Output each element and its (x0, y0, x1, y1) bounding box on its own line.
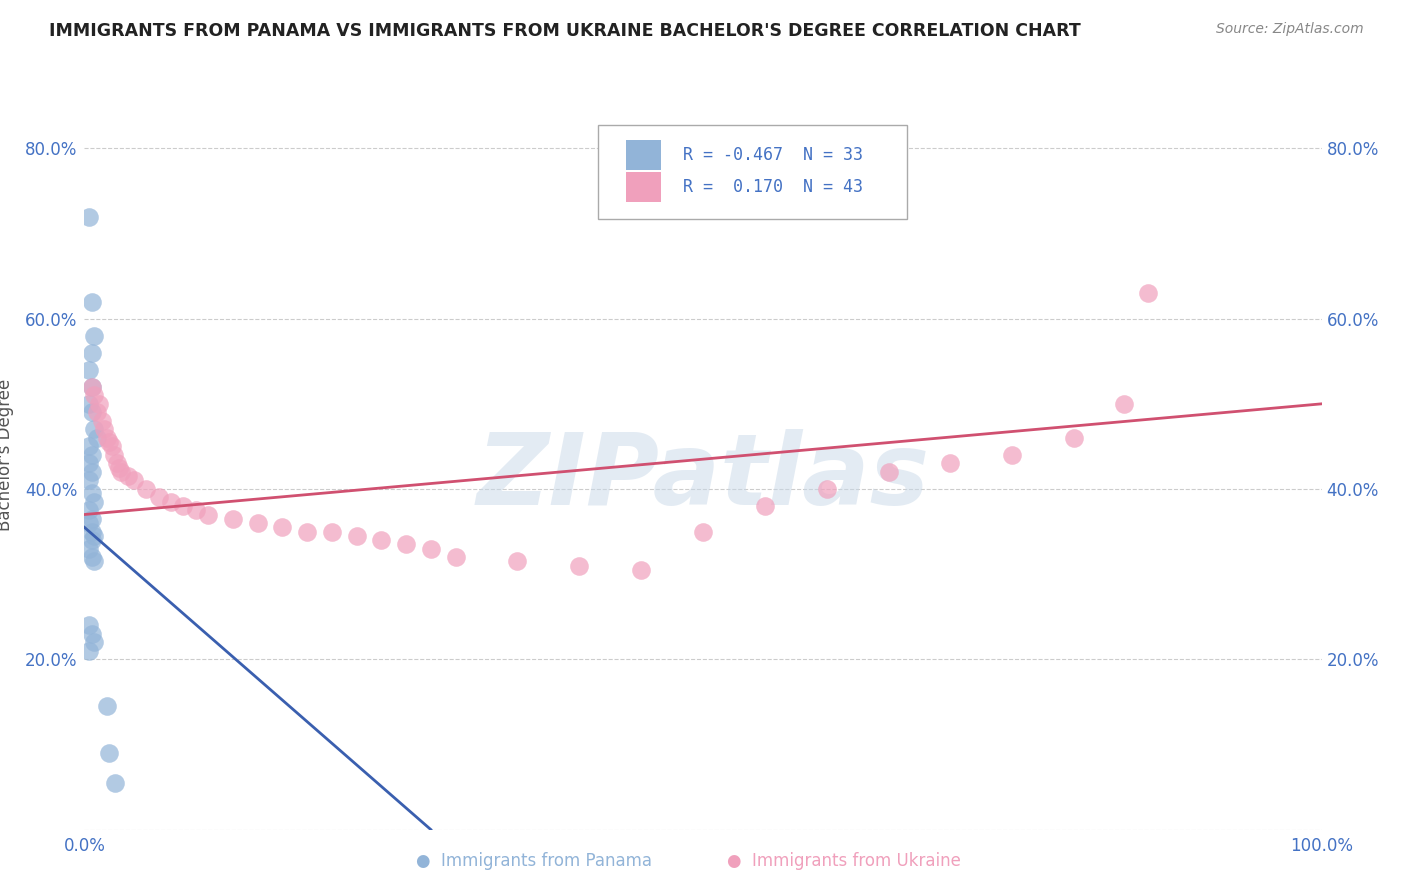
Text: R = -0.467  N = 33: R = -0.467 N = 33 (683, 146, 863, 164)
Point (754, 499, 776, 513)
Point (1001, 448, 1024, 462)
Point (222, 512, 245, 526)
Point (83, 529, 105, 543)
Point (83, 635, 105, 649)
Point (79, 210, 101, 224)
Point (80, 533, 103, 547)
Point (370, 533, 392, 547)
Point (83, 554, 105, 568)
Point (79, 474, 101, 488)
Point (80, 294, 103, 309)
Point (1112, 397, 1135, 411)
Point (79, 457, 101, 471)
Point (877, 465, 900, 479)
Point (135, 482, 157, 496)
Point (79, 516, 101, 530)
Point (80, 405, 103, 419)
Point (395, 537, 418, 551)
Point (86, 431, 108, 445)
Bar (626, 140, 661, 170)
Point (79, 618, 101, 632)
Point (939, 457, 962, 471)
Point (83, 328, 105, 343)
Point (98, 746, 121, 760)
Point (79, 363, 101, 377)
Point (79, 541, 101, 556)
Point (80, 512, 103, 526)
Point (90, 414, 112, 428)
Point (321, 524, 343, 539)
Point (160, 494, 183, 508)
Point (79, 644, 101, 658)
Point (79, 397, 101, 411)
Point (89, 397, 111, 411)
Point (108, 460, 131, 475)
Point (122, 474, 145, 488)
Point (246, 516, 269, 530)
Point (79, 503, 101, 517)
Point (110, 465, 132, 479)
Point (79, 439, 101, 453)
Point (184, 503, 207, 517)
Point (80, 626, 103, 640)
Point (295, 524, 318, 539)
Text: Source: ZipAtlas.com: Source: ZipAtlas.com (1216, 22, 1364, 37)
Point (80, 448, 103, 462)
Point (80, 380, 103, 394)
Point (346, 529, 368, 543)
Text: R =  0.170  N = 43: R = 0.170 N = 43 (683, 178, 863, 196)
Point (419, 541, 441, 556)
Point (83, 422, 105, 436)
Text: ZIPatlas: ZIPatlas (477, 429, 929, 526)
Point (80, 486, 103, 500)
Text: ●  Immigrants from Ukraine: ● Immigrants from Ukraine (727, 852, 960, 870)
Point (104, 776, 127, 790)
Point (80, 380, 103, 394)
Bar (626, 172, 661, 202)
Text: ●  Immigrants from Panama: ● Immigrants from Panama (416, 852, 652, 870)
Point (506, 554, 529, 568)
Point (568, 558, 591, 573)
Point (93, 422, 115, 436)
Point (148, 491, 170, 505)
Point (1137, 286, 1160, 301)
Point (1063, 431, 1085, 445)
Point (96, 431, 118, 445)
Point (80, 550, 103, 565)
Point (692, 524, 714, 539)
Point (86, 405, 108, 419)
Y-axis label: Bachelor's Degree: Bachelor's Degree (0, 379, 14, 531)
Point (444, 550, 467, 565)
Point (80, 345, 103, 359)
Text: IMMIGRANTS FROM PANAMA VS IMMIGRANTS FROM UKRAINE BACHELOR'S DEGREE CORRELATION : IMMIGRANTS FROM PANAMA VS IMMIGRANTS FRO… (49, 22, 1081, 40)
Point (117, 469, 139, 483)
Point (80, 465, 103, 479)
Point (98, 435, 121, 450)
Point (80, 524, 103, 539)
Point (630, 563, 652, 577)
Point (197, 508, 219, 522)
Point (271, 520, 294, 534)
Point (815, 482, 838, 496)
Point (83, 494, 105, 508)
Point (83, 388, 105, 402)
Point (105, 457, 128, 471)
Point (100, 439, 122, 453)
Point (96, 699, 118, 714)
Point (172, 499, 194, 513)
FancyBboxPatch shape (598, 125, 907, 219)
Point (103, 448, 125, 462)
